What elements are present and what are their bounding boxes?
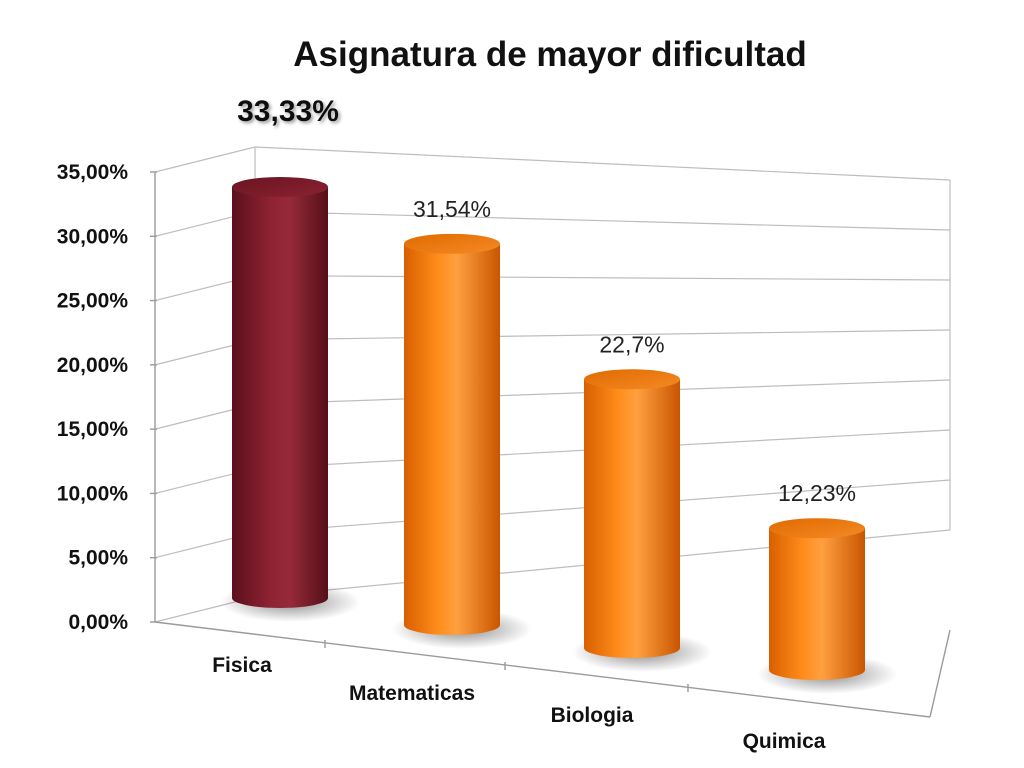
x-tick-label: Quimica xyxy=(743,730,826,753)
y-tick-label: 20,00% xyxy=(57,354,129,377)
bar-biologia xyxy=(572,369,712,672)
bar-top xyxy=(769,518,865,539)
y-tick-label: 15,00% xyxy=(57,418,129,441)
bar-top xyxy=(404,233,500,254)
bar-top xyxy=(584,369,680,390)
chart-title: Asignatura de mayor dificultad xyxy=(293,35,806,74)
data-label-matematicas: 31,54% xyxy=(413,196,491,222)
data-label-fisica: 33,33% xyxy=(237,95,339,128)
data-labels: 33,33% 31,54% 22,7% 12,23% xyxy=(237,95,856,506)
x-tick-label: Biologia xyxy=(551,704,634,727)
gridline xyxy=(254,210,951,231)
bar-matematicas xyxy=(392,233,532,649)
x-tick-label: Fisica xyxy=(212,654,272,677)
y-tick-label: 30,00% xyxy=(57,225,129,248)
y-tick-label: 10,00% xyxy=(57,482,129,505)
x-axis-ticks: Fisica Matematicas Biologia Quimica xyxy=(212,654,826,753)
gridline xyxy=(254,329,951,341)
gridline xyxy=(254,146,951,181)
y-axis-ticks: 0,00% 5,00% 10,00% 15,00% 20,00% 25,00% 30,00%… xyxy=(57,161,129,634)
bar-quimica xyxy=(757,518,897,694)
bar-top xyxy=(232,177,328,197)
bar-body xyxy=(584,379,680,658)
x-axis-line xyxy=(154,621,931,718)
data-label-quimica: 12,23% xyxy=(778,480,856,506)
bar-fisica xyxy=(220,177,360,622)
floor-right-edge xyxy=(929,629,951,718)
gridline-side xyxy=(154,146,256,173)
y-tick-label: 35,00% xyxy=(57,161,129,184)
y-tick-label: 0,00% xyxy=(68,611,128,634)
bars xyxy=(220,177,897,694)
gridline xyxy=(254,274,951,281)
y-tick-label: 25,00% xyxy=(57,290,129,313)
bar-body xyxy=(769,528,865,680)
y-tick-label: 5,00% xyxy=(68,547,128,570)
x-tick-label: Matematicas xyxy=(349,682,475,705)
bar-body xyxy=(232,187,328,608)
data-label-biologia: 22,7% xyxy=(599,331,664,357)
bar-body xyxy=(404,243,500,636)
